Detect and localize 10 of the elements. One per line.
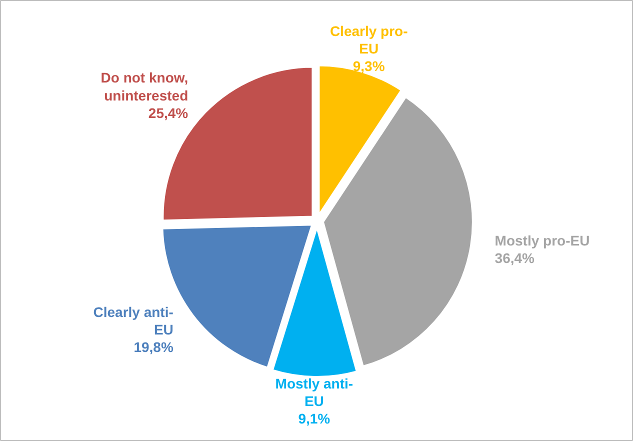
data-label: 36,4% [494,250,536,266]
data-label: 25,4% [148,104,189,121]
data-label: 9,1% [298,410,331,427]
slice-label: Do not know, uninterested [100,70,188,104]
data-label: 19,8% [134,339,174,356]
slice-label: Mostly pro-EU [494,232,590,248]
slice-label: Mostly anti-EU [275,375,354,409]
data-label: 9,3% [352,58,386,74]
slice-label: Clearly anti-EU [93,304,174,338]
slice-label: Clearly pro-EU [330,23,408,57]
